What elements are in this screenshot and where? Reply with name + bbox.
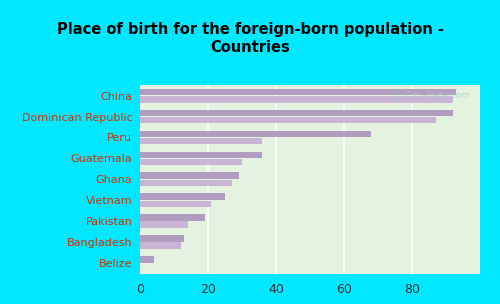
Bar <box>140 96 453 102</box>
Bar <box>140 117 436 123</box>
Text: Place of birth for the foreign-born population -
Countries: Place of birth for the foreign-born popu… <box>56 22 444 55</box>
Bar <box>140 201 212 207</box>
Bar <box>140 159 242 165</box>
Bar <box>140 242 181 249</box>
Bar <box>140 89 456 95</box>
Bar <box>140 256 153 263</box>
Bar <box>140 214 204 221</box>
Bar <box>140 138 262 144</box>
Bar <box>140 180 232 186</box>
Bar <box>140 221 188 228</box>
Bar <box>140 110 453 116</box>
Bar <box>140 151 262 158</box>
Bar <box>140 235 184 242</box>
Bar <box>140 130 371 137</box>
Text: ⓘ  City-Data.com: ⓘ City-Data.com <box>394 91 470 100</box>
Bar <box>140 193 225 200</box>
Bar <box>140 172 238 179</box>
